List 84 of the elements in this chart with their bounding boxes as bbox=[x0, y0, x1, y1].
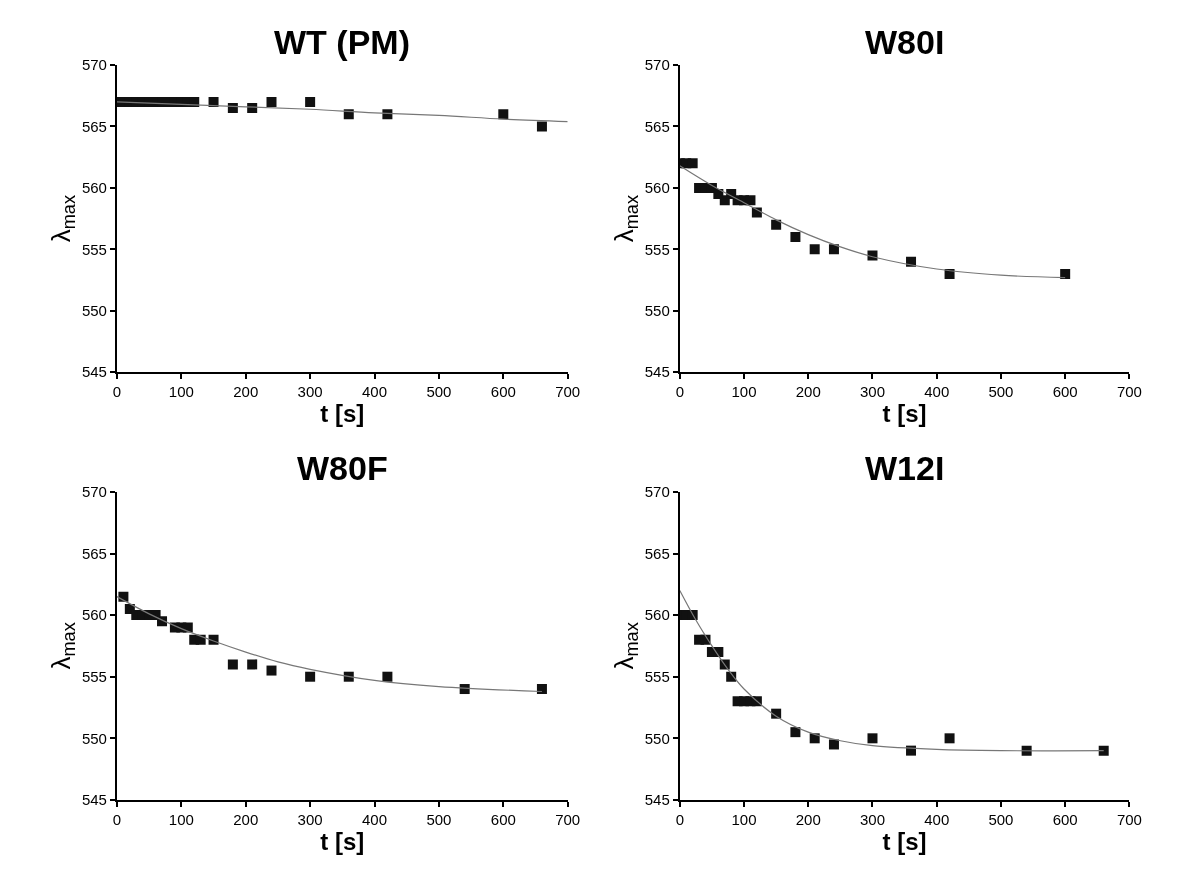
y-tick-label: 570 bbox=[644, 483, 670, 501]
point bbox=[790, 727, 801, 738]
point bbox=[1098, 745, 1109, 756]
x-tick-label: 500 bbox=[426, 383, 452, 401]
y-tick-label: 545 bbox=[644, 791, 670, 809]
chart-title: W12I bbox=[865, 449, 945, 487]
x-tick-label: 700 bbox=[1116, 810, 1142, 828]
x-tick-label: 300 bbox=[859, 810, 885, 828]
x-tick-label: 600 bbox=[490, 810, 516, 828]
x-tick-label: 400 bbox=[924, 383, 950, 401]
point bbox=[247, 659, 258, 670]
chart-title: W80I bbox=[865, 23, 945, 61]
x-axis-title: t [s] bbox=[320, 827, 365, 855]
point bbox=[1021, 745, 1032, 756]
y-tick-label: 545 bbox=[644, 363, 670, 381]
x-tick-label: 600 bbox=[1052, 810, 1078, 828]
x-tick-label: 500 bbox=[988, 383, 1014, 401]
y-tick-label: 565 bbox=[644, 544, 670, 562]
x-tick-label: 700 bbox=[1116, 383, 1142, 401]
x-tick-label: 400 bbox=[924, 810, 950, 828]
x-tick-label: 0 bbox=[675, 810, 684, 828]
y-tick-label: 555 bbox=[81, 667, 107, 685]
x-tick-label: 300 bbox=[297, 383, 323, 401]
y-tick-label: 560 bbox=[81, 606, 107, 624]
point bbox=[382, 671, 393, 682]
x-axis-title: t [s] bbox=[882, 400, 927, 428]
x-tick-label: 700 bbox=[555, 383, 581, 401]
y-tick-label: 550 bbox=[644, 302, 670, 320]
x-axis-title: t [s] bbox=[320, 400, 365, 428]
point bbox=[536, 684, 547, 695]
point bbox=[828, 244, 839, 255]
point bbox=[867, 733, 878, 744]
point bbox=[828, 739, 839, 750]
y-tick-label: 545 bbox=[81, 791, 107, 809]
x-tick-label: 600 bbox=[1052, 383, 1078, 401]
x-tick-label: 300 bbox=[859, 383, 885, 401]
point bbox=[305, 671, 316, 682]
x-tick-label: 200 bbox=[233, 810, 259, 828]
x-tick-label: 500 bbox=[426, 810, 452, 828]
y-tick-label: 555 bbox=[81, 240, 107, 258]
y-tick-label: 570 bbox=[644, 56, 670, 74]
point bbox=[227, 659, 238, 670]
y-tick-label: 560 bbox=[644, 179, 670, 197]
x-tick-label: 100 bbox=[168, 810, 194, 828]
y-tick-label: 550 bbox=[81, 302, 107, 320]
x-tick-label: 700 bbox=[555, 810, 581, 828]
x-tick-label: 200 bbox=[795, 383, 821, 401]
y-tick-label: 550 bbox=[81, 729, 107, 747]
x-tick-label: 400 bbox=[362, 383, 388, 401]
x-tick-label: 200 bbox=[233, 383, 259, 401]
chart-title: WT (PM) bbox=[274, 23, 410, 61]
point bbox=[745, 195, 756, 206]
x-axis-title: t [s] bbox=[882, 827, 927, 855]
y-tick-label: 550 bbox=[644, 729, 670, 747]
y-tick-label: 565 bbox=[81, 544, 107, 562]
y-tick-label: 555 bbox=[644, 240, 670, 258]
x-tick-label: 0 bbox=[112, 810, 122, 828]
y-tick-label: 545 bbox=[81, 363, 107, 381]
x-tick-label: 200 bbox=[795, 810, 821, 828]
y-tick-label: 565 bbox=[644, 117, 670, 135]
point bbox=[687, 158, 698, 169]
x-tick-label: 500 bbox=[988, 810, 1014, 828]
x-tick-label: 300 bbox=[297, 810, 323, 828]
y-tick-label: 560 bbox=[644, 606, 670, 624]
point bbox=[790, 232, 801, 243]
y-tick-label: 570 bbox=[81, 483, 107, 501]
x-tick-label: 0 bbox=[675, 383, 684, 401]
x-tick-label: 0 bbox=[112, 383, 122, 401]
point bbox=[771, 219, 782, 230]
y-tick-label: 555 bbox=[644, 667, 670, 685]
y-tick-label: 570 bbox=[81, 56, 107, 74]
chart-title: W80F bbox=[297, 449, 388, 487]
x-tick-label: 100 bbox=[731, 810, 757, 828]
x-tick-label: 400 bbox=[362, 810, 388, 828]
y-tick-label: 565 bbox=[81, 117, 107, 135]
point bbox=[809, 244, 820, 255]
point bbox=[944, 733, 955, 744]
point bbox=[266, 665, 277, 676]
point bbox=[182, 622, 193, 633]
point bbox=[1060, 268, 1071, 279]
y-tick-label: 560 bbox=[81, 179, 107, 197]
x-tick-label: 100 bbox=[168, 383, 194, 401]
x-tick-label: 100 bbox=[731, 383, 757, 401]
x-tick-label: 600 bbox=[490, 383, 516, 401]
